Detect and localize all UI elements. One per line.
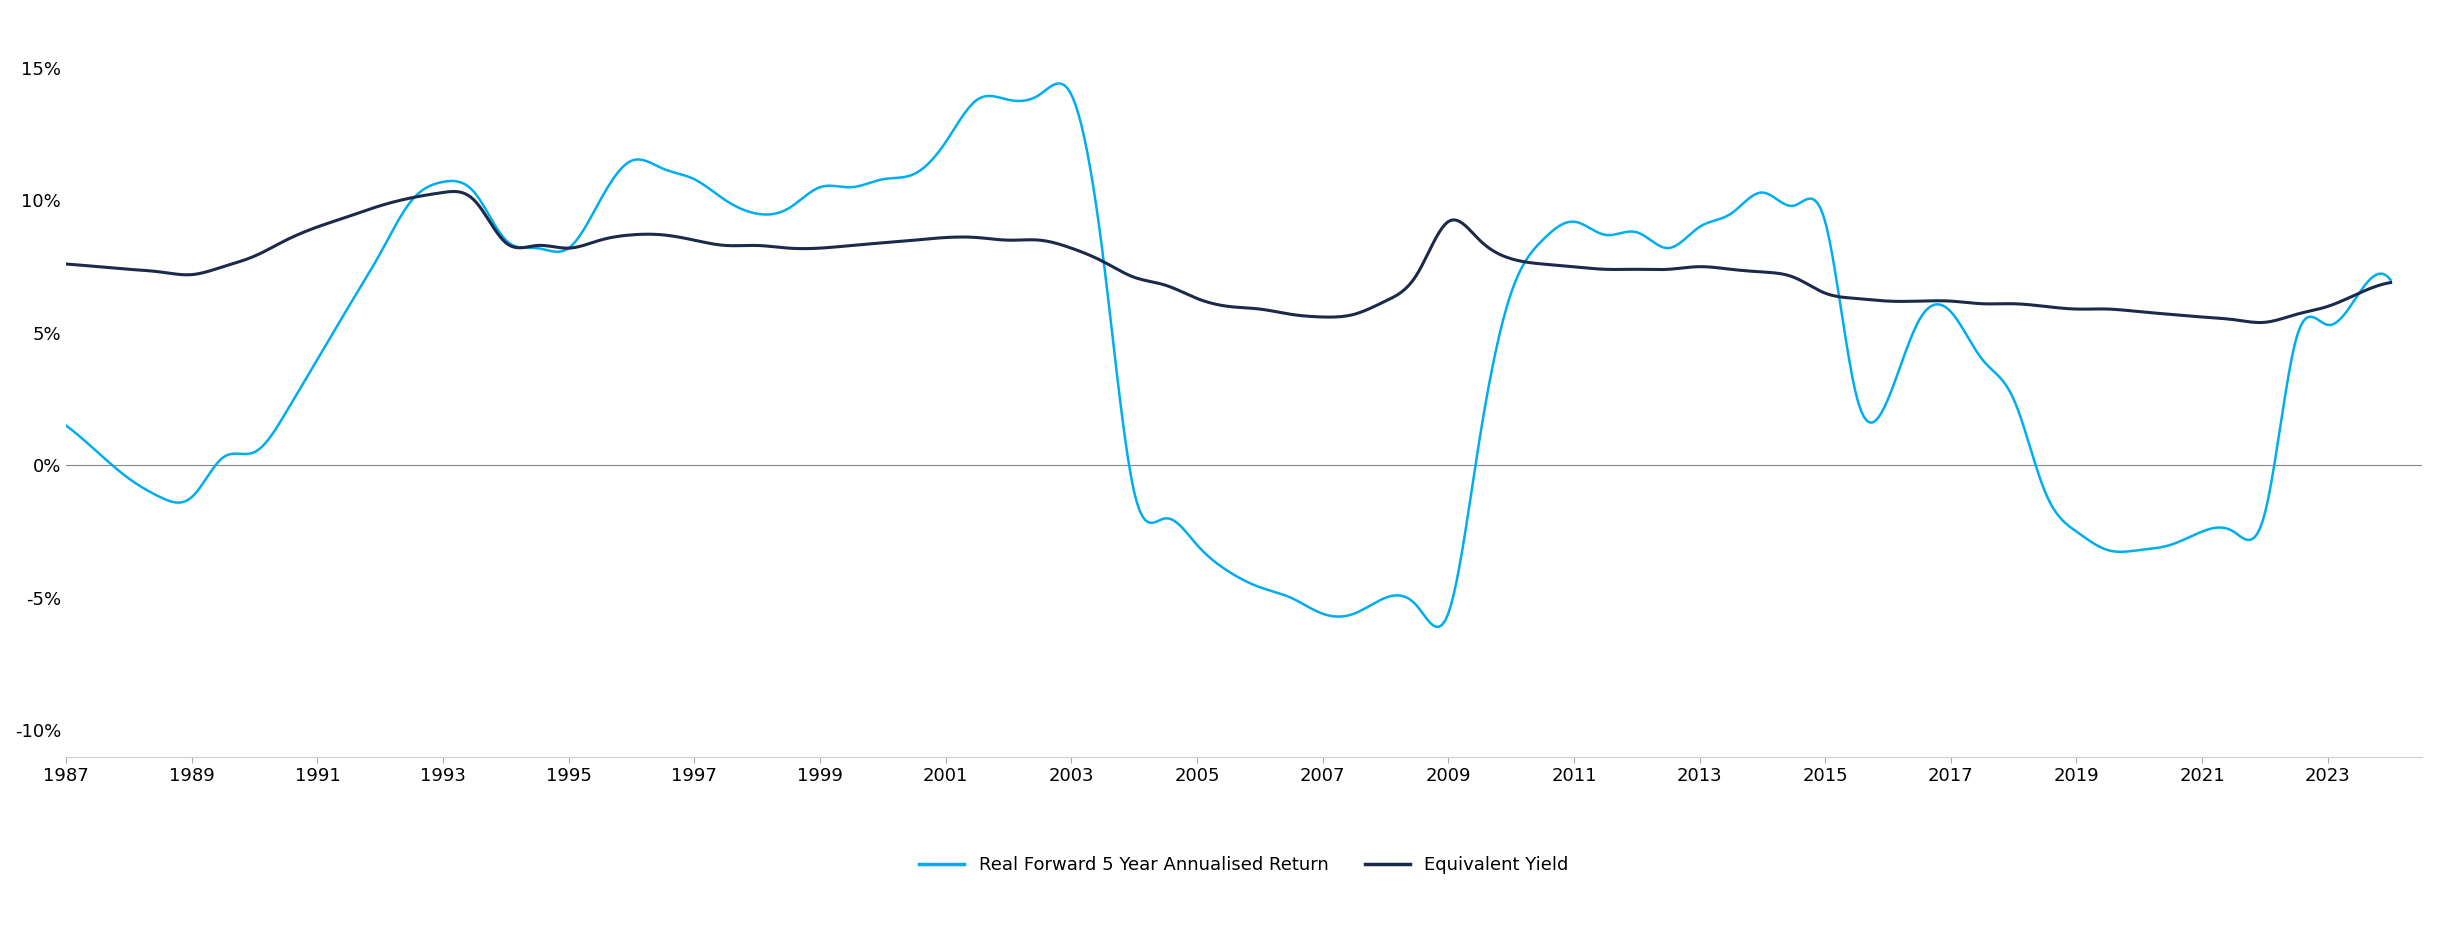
Legend: Real Forward 5 Year Annualised Return, Equivalent Yield: Real Forward 5 Year Annualised Return, E… (911, 849, 1577, 881)
